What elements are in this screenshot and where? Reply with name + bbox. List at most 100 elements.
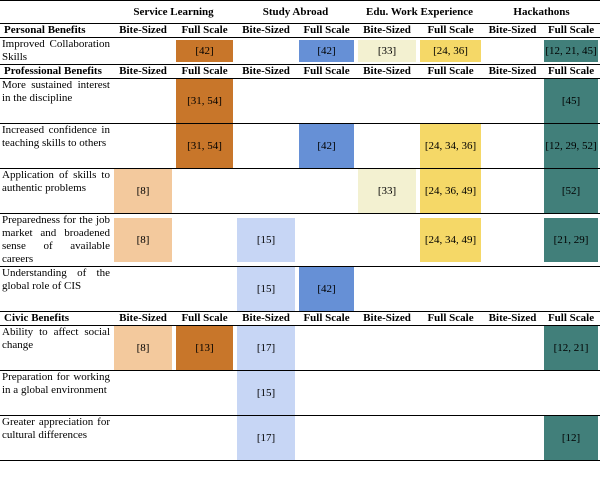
- benefit-label: Increased confidence in teaching skills …: [2, 124, 110, 149]
- subheader-full-scale: Full Scale: [181, 312, 228, 324]
- subheader-bite-sized: Bite-Sized: [363, 312, 411, 324]
- citation-cell: [356, 326, 418, 371]
- citation-cell: [483, 416, 542, 461]
- citation-cell: [356, 214, 418, 267]
- citation-swatch: [13]: [176, 326, 234, 370]
- citation-cell: [12, 21, 45]: [542, 38, 600, 65]
- citation-cell: [235, 169, 297, 214]
- subheader-full-scale: Full Scale: [547, 65, 595, 77]
- citation-cell: [297, 371, 356, 416]
- citation-cell: [483, 38, 542, 65]
- benefit-label: Preparation for working in a global envi…: [2, 371, 110, 396]
- section-title: Personal Benefits: [4, 24, 86, 36]
- benefit-label: Improved Collaboration Skills: [2, 38, 110, 63]
- citation-cell: [483, 326, 542, 371]
- citation-cell: [15]: [235, 371, 297, 416]
- citation-cell: [297, 214, 356, 267]
- citation-cell: [112, 79, 174, 124]
- citation-cell: [174, 371, 235, 416]
- citation-swatch: [33]: [358, 169, 417, 213]
- citation-cell: [112, 371, 174, 416]
- citation-cell: [483, 214, 542, 267]
- subheader-bite-sized: Bite-Sized: [363, 24, 411, 36]
- citation-cell: [356, 267, 418, 312]
- citation-cell: [174, 416, 235, 461]
- citation-swatch: [12, 21, 45]: [544, 40, 599, 62]
- citation-swatch: [17]: [237, 416, 296, 460]
- citation-swatch: [21, 29]: [544, 218, 599, 262]
- citation-cell: [356, 371, 418, 416]
- subheader-bite-sized: Bite-Sized: [242, 24, 290, 36]
- citation-cell: [235, 124, 297, 169]
- citation-cell: [297, 169, 356, 214]
- citation-cell: [418, 79, 483, 124]
- citation-swatch: [42]: [299, 124, 355, 168]
- citation-cell: [297, 326, 356, 371]
- citation-cell: [542, 371, 600, 416]
- citation-swatch: [31, 54]: [176, 124, 234, 168]
- citation-cell: [42]: [174, 38, 235, 65]
- citation-cell: [174, 267, 235, 312]
- citation-cell: [42]: [297, 267, 356, 312]
- citation-cell: [235, 79, 297, 124]
- table-row: Application of skills to authentic probl…: [0, 169, 600, 214]
- citation-cell: [24, 36]: [418, 38, 483, 65]
- citation-cell: [418, 416, 483, 461]
- citation-cell: [8]: [112, 169, 174, 214]
- citation-swatch: [15]: [237, 267, 296, 311]
- citation-swatch: [45]: [544, 79, 599, 123]
- benefit-label: More sustained interest in the disciplin…: [2, 79, 110, 104]
- citation-cell: [31, 54]: [174, 124, 235, 169]
- subheader-full-scale: Full Scale: [547, 312, 595, 324]
- citation-cell: [8]: [112, 214, 174, 267]
- citation-swatch: [42]: [299, 267, 355, 311]
- section-header-row: Civic Benefits Bite-Sized Full Scale Bite-S…: [0, 311, 600, 326]
- benefit-label: Ability to affect social change: [2, 326, 110, 351]
- section-title: Civic Benefits: [4, 312, 70, 324]
- corner-cell: [0, 1, 112, 24]
- subheader-bite-sized: Bite-Sized: [242, 65, 290, 77]
- subheader-bite-sized: Bite-Sized: [488, 312, 537, 324]
- citation-cell: [356, 124, 418, 169]
- citation-cell: [13]: [174, 326, 235, 371]
- citation-cell: [418, 326, 483, 371]
- section-header-row: Personal Benefits Bite-Sized Full Scale Bit…: [0, 23, 600, 38]
- citation-cell: [418, 371, 483, 416]
- subheader-bite-sized: Bite-Sized: [363, 65, 411, 77]
- table-row: More sustained interest in the disciplin…: [0, 79, 600, 124]
- subheader-full-scale: Full Scale: [181, 24, 228, 36]
- group-header: Edu. Work Experience: [365, 5, 474, 18]
- citation-cell: [15]: [235, 267, 297, 312]
- subheader-bite-sized: Bite-Sized: [119, 65, 167, 77]
- citation-cell: [297, 416, 356, 461]
- group-header-row: Service Learning Study Abroad Edu. Work …: [0, 0, 600, 24]
- subheader-bite-sized: Bite-Sized: [488, 24, 537, 36]
- citation-cell: [483, 169, 542, 214]
- citation-swatch: [8]: [114, 169, 172, 213]
- citation-swatch: [17]: [237, 326, 296, 370]
- subheader-full-scale: Full Scale: [303, 65, 350, 77]
- citation-swatch: [12, 29, 52]: [544, 124, 599, 168]
- citation-cell: [8]: [112, 326, 174, 371]
- citation-swatch: [24, 34, 49]: [420, 218, 482, 262]
- citation-cell: [42]: [297, 38, 356, 65]
- citation-cell: [297, 79, 356, 124]
- citation-cell: [15]: [235, 214, 297, 267]
- citation-swatch: [15]: [237, 218, 296, 262]
- citation-swatch: [12, 21]: [544, 326, 599, 370]
- citation-cell: [31, 54]: [174, 79, 235, 124]
- subheader-full-scale: Full Scale: [303, 312, 350, 324]
- subheader-full-scale: Full Scale: [303, 24, 350, 36]
- citation-cell: [483, 124, 542, 169]
- table-row: Greater appreciation for cultural differ…: [0, 416, 600, 461]
- table-row: Preparedness for the job market and broa…: [0, 214, 600, 267]
- citation-cell: [45]: [542, 79, 600, 124]
- citation-swatch: [42]: [176, 40, 234, 62]
- citation-swatch: [42]: [299, 40, 355, 62]
- citation-cell: [33]: [356, 38, 418, 65]
- citation-cell: [235, 38, 297, 65]
- subheader-full-scale: Full Scale: [547, 24, 595, 36]
- subheader-full-scale: Full Scale: [427, 65, 474, 77]
- benefit-label: Greater appreciation for cultural differ…: [2, 416, 110, 441]
- subheader-full-scale: Full Scale: [427, 24, 474, 36]
